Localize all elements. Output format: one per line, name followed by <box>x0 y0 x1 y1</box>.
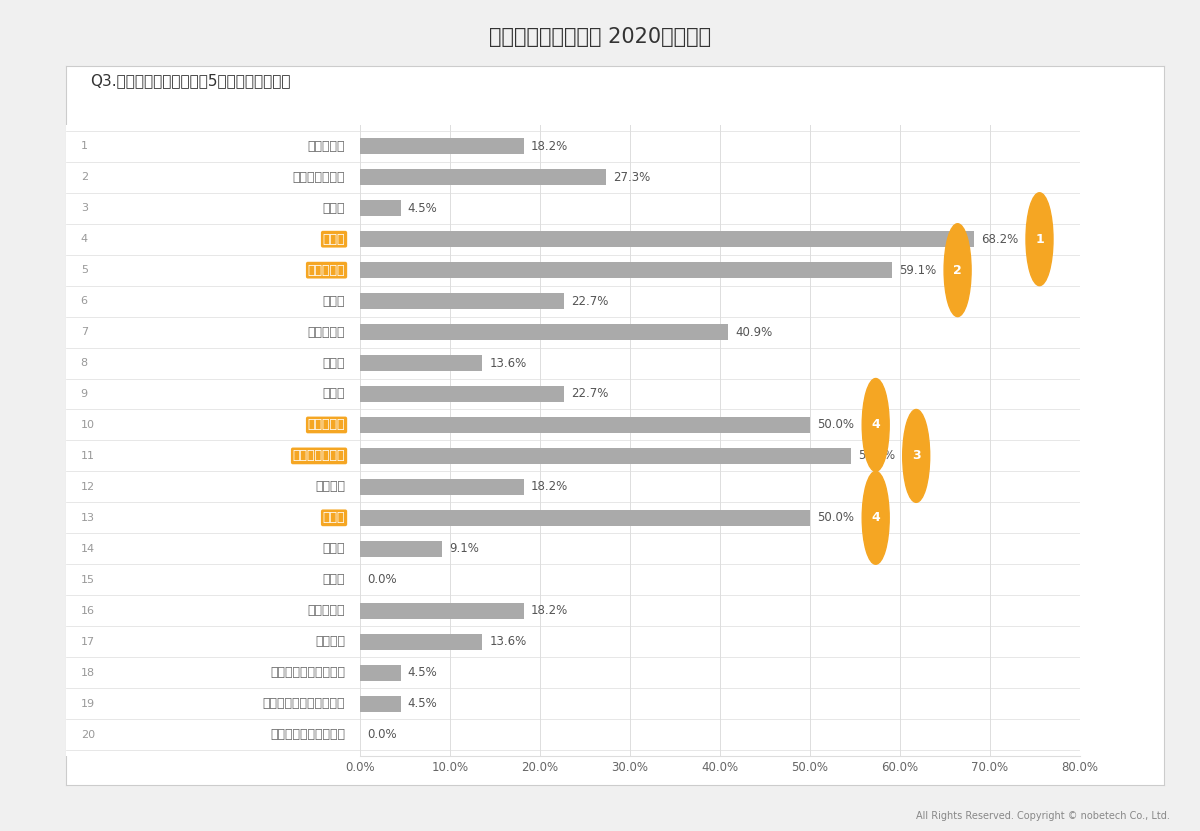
Bar <box>360 200 401 216</box>
Text: 13.6%: 13.6% <box>490 356 527 370</box>
Bar <box>360 293 564 309</box>
Text: 18.2%: 18.2% <box>530 604 569 617</box>
Text: 達成意欲: 達成意欲 <box>316 480 346 494</box>
Text: Q3.新入社員の「弱み」を5つ教えてください: Q3.新入社員の「弱み」を5つ教えてください <box>90 73 290 88</box>
Bar <box>360 602 523 619</box>
Text: 8: 8 <box>80 358 88 368</box>
Text: 1: 1 <box>80 141 88 151</box>
Text: 16: 16 <box>80 606 95 616</box>
Text: 27.3%: 27.3% <box>613 171 650 184</box>
Text: 働きかけ力: 働きかけ力 <box>307 263 346 277</box>
Text: 協調性: 協調性 <box>323 573 346 586</box>
Circle shape <box>862 471 889 564</box>
Text: 発信力: 発信力 <box>323 511 346 524</box>
Text: あてはまるものはない: あてはまるものはない <box>270 728 346 741</box>
Circle shape <box>862 378 889 471</box>
Bar <box>360 696 401 711</box>
Text: 19: 19 <box>80 699 95 709</box>
Bar <box>360 355 482 371</box>
Text: 18.2%: 18.2% <box>530 480 569 494</box>
Bar <box>360 324 728 340</box>
Text: 4: 4 <box>80 234 88 244</box>
Text: ビジネスマナー: ビジネスマナー <box>293 171 346 184</box>
Text: 0.0%: 0.0% <box>367 573 397 586</box>
Text: 4.5%: 4.5% <box>408 697 438 710</box>
Text: 59.1%: 59.1% <box>899 263 936 277</box>
Text: 50.0%: 50.0% <box>817 419 854 431</box>
Text: 17: 17 <box>80 637 95 647</box>
Text: All Rights Reserved. Copyright © nobetech Co., Ltd.: All Rights Reserved. Copyright © nobetec… <box>916 811 1170 821</box>
Text: 4: 4 <box>871 419 880 431</box>
Text: ストレスコントロール力: ストレスコントロール力 <box>263 697 346 710</box>
Text: 54.5%: 54.5% <box>858 450 895 462</box>
Text: 3: 3 <box>80 204 88 214</box>
Bar <box>360 386 564 402</box>
Bar <box>360 138 523 155</box>
Text: 9: 9 <box>80 389 88 399</box>
Text: 3: 3 <box>912 450 920 462</box>
Circle shape <box>944 224 971 317</box>
Text: 状況把握力: 状況把握力 <box>307 604 346 617</box>
Text: チャレンジ意欲: チャレンジ意欲 <box>293 450 346 462</box>
Text: 実行力: 実行力 <box>323 295 346 307</box>
Text: 新入社員の「弱み」 2020年度結果: 新入社員の「弱み」 2020年度結果 <box>488 27 712 47</box>
Bar <box>360 231 974 248</box>
Text: 40.9%: 40.9% <box>736 326 773 338</box>
Bar <box>360 448 851 464</box>
Text: 計画力: 計画力 <box>323 356 346 370</box>
Text: 時間管理: 時間管理 <box>316 635 346 648</box>
Bar <box>360 633 482 650</box>
Text: 14: 14 <box>80 543 95 553</box>
Text: 68.2%: 68.2% <box>982 233 1019 246</box>
Text: 18.2%: 18.2% <box>530 140 569 153</box>
Text: 4.5%: 4.5% <box>408 666 438 679</box>
Text: 2: 2 <box>80 172 88 182</box>
Text: 6: 6 <box>80 296 88 306</box>
Text: 13: 13 <box>80 513 95 523</box>
Text: 18: 18 <box>80 667 95 677</box>
Text: 創造力: 創造力 <box>323 387 346 401</box>
Text: 0.0%: 0.0% <box>367 728 397 741</box>
Text: 傾聴力: 傾聴力 <box>323 543 346 555</box>
Text: 主体性: 主体性 <box>323 233 346 246</box>
Bar <box>360 417 810 433</box>
Bar <box>360 262 892 278</box>
Text: 9.1%: 9.1% <box>449 543 479 555</box>
Circle shape <box>1026 193 1054 286</box>
Text: 4.5%: 4.5% <box>408 202 438 214</box>
Text: 規律性（ルール遵守）: 規律性（ルール遵守） <box>270 666 346 679</box>
Text: 7: 7 <box>80 327 88 337</box>
Text: 22.7%: 22.7% <box>571 387 608 401</box>
Text: 15: 15 <box>80 575 95 585</box>
Text: 4: 4 <box>871 511 880 524</box>
Bar <box>360 479 523 495</box>
Bar <box>360 170 606 185</box>
Text: 社会人意識: 社会人意識 <box>307 140 346 153</box>
Bar <box>360 509 810 526</box>
Text: 10: 10 <box>80 420 95 430</box>
Bar <box>360 665 401 681</box>
Circle shape <box>902 410 930 503</box>
Text: 13.6%: 13.6% <box>490 635 527 648</box>
Text: 12: 12 <box>80 482 95 492</box>
Text: 課題発見力: 課題発見力 <box>307 326 346 338</box>
Text: 責任感: 責任感 <box>323 202 346 214</box>
Text: 50.0%: 50.0% <box>817 511 854 524</box>
Text: 考え抜く力: 考え抜く力 <box>307 419 346 431</box>
Text: 2: 2 <box>953 263 962 277</box>
Bar <box>360 541 442 557</box>
Text: 22.7%: 22.7% <box>571 295 608 307</box>
Text: 5: 5 <box>80 265 88 275</box>
Text: 20: 20 <box>80 730 95 740</box>
Text: 1: 1 <box>1036 233 1044 246</box>
Text: 11: 11 <box>80 451 95 461</box>
